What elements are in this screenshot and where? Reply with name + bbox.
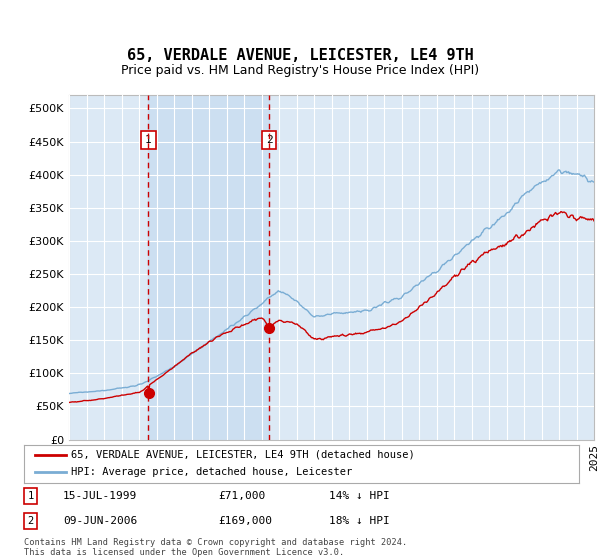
- Text: 15-JUL-1999: 15-JUL-1999: [63, 491, 137, 501]
- Text: Contains HM Land Registry data © Crown copyright and database right 2024.
This d: Contains HM Land Registry data © Crown c…: [24, 538, 407, 557]
- Text: 65, VERDALE AVENUE, LEICESTER, LE4 9TH: 65, VERDALE AVENUE, LEICESTER, LE4 9TH: [127, 49, 473, 63]
- Text: 1: 1: [28, 491, 34, 501]
- Text: 14% ↓ HPI: 14% ↓ HPI: [329, 491, 390, 501]
- Text: £169,000: £169,000: [218, 516, 272, 526]
- Text: 18% ↓ HPI: 18% ↓ HPI: [329, 516, 390, 526]
- Bar: [148, 95, 269, 440]
- Text: Price paid vs. HM Land Registry's House Price Index (HPI): Price paid vs. HM Land Registry's House …: [121, 64, 479, 77]
- Text: 09-JUN-2006: 09-JUN-2006: [63, 516, 137, 526]
- Text: 2: 2: [28, 516, 34, 526]
- Text: 65, VERDALE AVENUE, LEICESTER, LE4 9TH (detached house): 65, VERDALE AVENUE, LEICESTER, LE4 9TH (…: [71, 450, 415, 460]
- Text: 2: 2: [266, 135, 272, 145]
- Text: 1: 1: [145, 135, 152, 145]
- Text: HPI: Average price, detached house, Leicester: HPI: Average price, detached house, Leic…: [71, 468, 352, 478]
- Text: £71,000: £71,000: [218, 491, 265, 501]
